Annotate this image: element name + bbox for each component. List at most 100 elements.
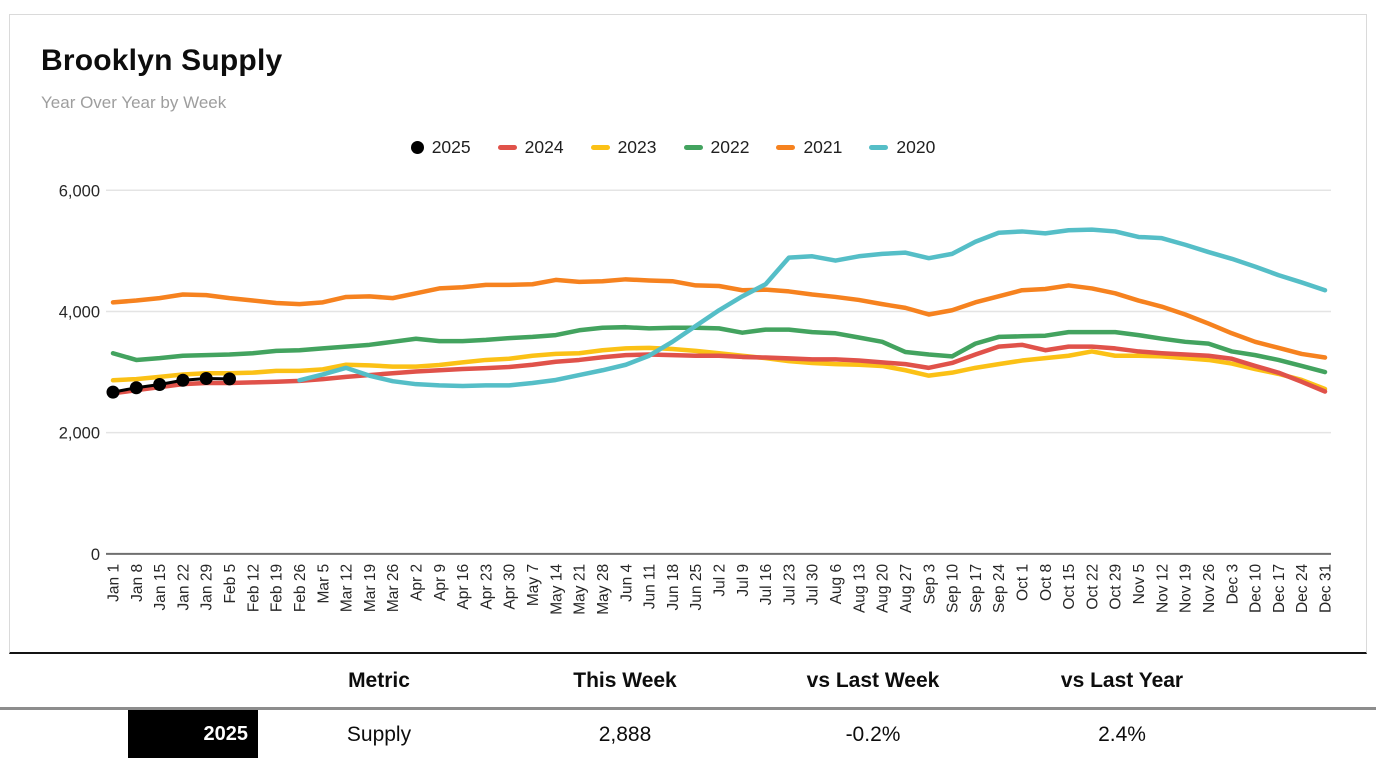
series-line-2023 [110,345,1328,392]
series-point-2025 [129,381,143,395]
column-header-this-week: This Week [573,669,677,692]
summary-table-header: Metric This Week vs Last Week vs Last Ye… [0,655,1376,710]
x-tick-label: Feb 19 [269,564,286,612]
x-tick-label: Dec 10 [1248,563,1265,613]
series-point-2025 [153,377,167,391]
x-tick-label: Oct 8 [1038,564,1055,601]
x-tick-label: Jul 16 [758,564,775,605]
x-tick-label: Oct 1 [1015,564,1032,601]
year-badge-2025: 2025 [128,710,258,758]
legend-marker-2025 [410,141,424,154]
x-tick-label: Nov 5 [1131,564,1148,605]
column-header-vs-last-year: vs Last Year [1060,669,1184,692]
legend-marker-2021 [776,145,796,150]
legend-item-2020: 2020 [869,137,935,158]
x-tick-label: May 14 [548,563,565,614]
x-tick-label: May 7 [525,564,542,606]
x-tick-label: Apr 30 [502,563,519,609]
x-tick-label: May 21 [572,564,589,615]
x-tick-label: Sep 17 [968,564,985,613]
x-tick-label: Jan 1 [106,564,123,602]
x-tick-label: Dec 17 [1271,564,1288,613]
x-tick-label: Apr 9 [432,564,449,601]
page-subtitle: Year Over Year by Week [41,93,227,112]
chart-legend: 2025 2024 2023 2022 2021 2020 [0,137,1351,158]
legend-marker-2023 [590,145,610,150]
y-tick-label: 6,000 [59,182,100,200]
x-tick-label: Oct 29 [1108,564,1125,610]
this-week-value: 2,888 [598,723,652,746]
x-tick-label: Apr 16 [455,564,472,610]
x-tick-label: Apr 2 [409,564,426,601]
summary-table: Metric This Week vs Last Week vs Last Ye… [0,655,1376,760]
legend-item-2021: 2021 [776,137,842,158]
x-tick-label: Dec 3 [1224,564,1241,605]
vs-last-week-value: -0.2% [845,723,901,746]
x-tick-label: Jul 30 [805,563,822,605]
legend-item-2023: 2023 [590,137,657,158]
x-tick-label: Nov 19 [1178,564,1195,613]
x-tick-label: Mar 26 [385,564,402,612]
x-tick-label: Jan 29 [199,564,216,611]
x-tick-label: Dec 24 [1294,563,1311,613]
x-tick-label: Oct 15 [1061,564,1078,610]
x-tick-label: Aug 20 [875,563,892,613]
x-tick-label: Dec 31 [1318,564,1335,613]
x-tick-label: Jan 15 [152,564,169,611]
x-tick-label: Feb 12 [245,564,262,612]
y-tick-label: 4,000 [59,303,100,321]
series-point-2025 [223,372,236,386]
x-tick-label: Jun 4 [618,563,635,601]
table-row: 2025 Supply 2,888 -0.2% 2.4% [0,710,1376,760]
x-tick-label: Mar 19 [362,564,379,612]
x-tick-label: Jul 2 [712,564,729,597]
x-tick-label: May 28 [595,564,612,615]
legend-label: 2023 [617,137,657,157]
x-tick-label: Sep 3 [921,564,938,605]
legend-label: 2021 [803,137,843,157]
metric-value: Supply [346,723,412,746]
x-tick-label: Jul 9 [735,564,752,597]
y-tick-label: 2,000 [59,425,100,443]
legend-label: 2025 [431,137,471,157]
x-tick-label: Mar 5 [315,564,332,604]
x-tick-label: Jan 8 [129,564,146,602]
series-point-2025 [106,385,120,399]
x-tick-label: Sep 10 [945,563,962,613]
legend-marker-2022 [683,145,703,150]
x-tick-label: Sep 24 [991,563,1008,613]
legend-marker-2020 [869,145,889,150]
series-point-2025 [176,373,190,387]
series-point-2025 [199,371,213,385]
legend-label: 2022 [710,137,750,157]
x-tick-label: Jun 18 [665,564,682,611]
legend-label: 2024 [524,137,564,157]
x-tick-label: Feb 26 [292,564,309,612]
column-header-vs-last-week: vs Last Week [806,669,940,692]
series-line-2020 [297,227,1328,389]
x-tick-label: Nov 12 [1154,564,1171,613]
x-tick-label: Aug 27 [898,564,915,613]
page-title: Brooklyn Supply [41,44,283,77]
y-tick-label: 0 [91,546,100,564]
series-line-2022 [110,324,1328,375]
x-tick-label: Aug 6 [828,564,845,605]
x-tick-label: Aug 13 [851,564,868,613]
series-line-2025 [111,376,231,394]
legend-item-2024: 2024 [497,137,564,158]
chart-card: Brooklyn Supply Year Over Year by Week 2… [9,14,1367,654]
x-tick-label: Oct 22 [1084,564,1101,610]
legend-marker-2024 [497,145,517,150]
legend-item-2022: 2022 [683,137,750,158]
x-tick-label: Feb 5 [222,564,239,604]
legend-label: 2020 [896,137,936,157]
x-tick-label: Jun 11 [642,564,659,609]
x-tick-label: Jun 25 [688,564,705,611]
column-header-metric: Metric [348,669,410,692]
x-tick-label: Jul 23 [781,564,798,605]
x-tick-label: Apr 23 [478,564,495,610]
x-tick-label: Nov 26 [1201,564,1218,613]
series-line-2021 [110,277,1328,360]
x-tick-label: Jan 22 [175,564,192,611]
year-badge-cell: 2025 [0,710,258,760]
